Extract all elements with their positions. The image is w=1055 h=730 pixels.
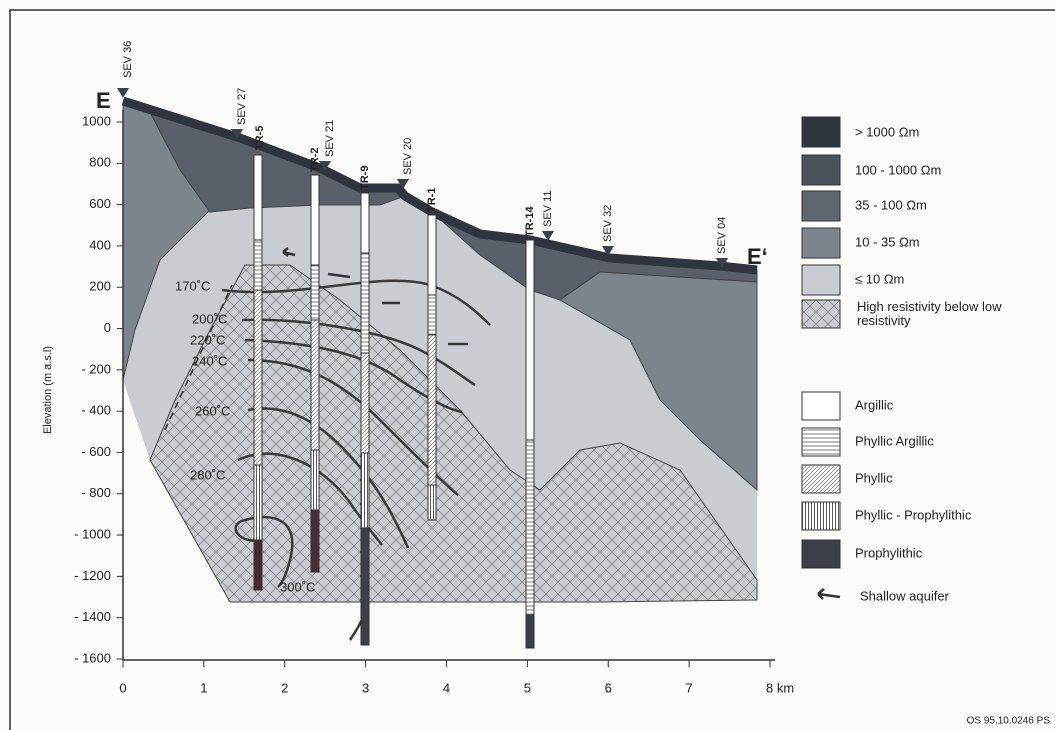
well-label: TR-2 [309,148,321,172]
well-label: TR-1 [426,188,438,212]
y-tick-label: - 200 [81,361,111,376]
x-tick-label: 2 [281,680,288,695]
y-tick-label: - 1600 [74,650,111,665]
legend-label: Phyllic - Prophylithic [855,507,972,522]
legend-label: Prophylithic [855,545,923,560]
isotherm-label: 240˚C [192,353,227,368]
x-tick-label: 6 [605,680,612,695]
y-tick-label: - 600 [81,444,111,459]
isotherm-label: 170˚C [175,278,210,293]
x-tick-label: 0 [119,680,126,695]
sev-label: SEV 32 [602,205,614,242]
legend-label: Phyllic Argillic [855,433,934,448]
x-tick-label: 5 [524,680,531,695]
well-label: TR-9 [359,166,371,190]
profile-start: E [96,88,111,113]
profile-end: E‘ [747,244,768,269]
x-tick-label: 4 [443,680,450,695]
section [123,101,757,602]
legend-swatches [802,117,840,599]
x-tick-label: 3 [362,680,369,695]
y-tick-label: 1000 [82,113,111,128]
sev-label: SEV 20 [402,138,414,175]
x-tick-label: 1 [200,680,207,695]
legend-label: Phyllic [855,470,893,485]
legend-label: 10 - 35 Ωm [855,234,920,249]
legend-label: 100 - 1000 Ωm [855,162,941,177]
y-axis-label: Elevation (m a.s.l) [42,346,54,434]
sev-label: SEV 11 [542,191,554,228]
footer: OS 95.10.0246 PS [967,716,1051,727]
y-tick-label: 800 [89,155,111,170]
x-tick-label: 7 [686,680,693,695]
sev-label: SEV 36 [122,41,134,78]
isotherm-label: 200˚C [192,311,227,326]
cross-section: SEV 36 SEV 27 SEV 21 SEV 20 SEV 11 SEV 3… [0,0,1055,730]
sev-label: SEV 21 [324,120,336,157]
x-tick-label: 8 km [766,680,794,695]
y-tick-label: - 1400 [74,609,111,624]
sev-label: SEV 04 [716,217,728,254]
legend-label: > 1000 Ωm [855,124,919,139]
y-tick-label: - 800 [81,485,111,500]
legend-label: Argillic [855,397,894,412]
y-tick-label: - 1000 [74,527,111,542]
well-label: TR-14 [524,206,536,237]
legend-label: 35 - 100 Ωm [855,197,927,212]
y-tick-label: 400 [89,237,111,252]
y-tick-label: - 1200 [74,568,111,583]
legend-label: ≤ 10 Ωm [855,271,904,286]
isotherm-label: 280˚C [190,467,225,482]
legend-label: High resistivity below low resistivity [857,300,1027,328]
y-tick-label: 200 [89,279,111,294]
well-label: TR-5 [254,126,266,150]
sev-label: SEV 27 [236,88,248,125]
y-tick-label: 600 [89,196,111,211]
isotherm-label: 300˚C [280,579,315,594]
y-tick-label: - 400 [81,403,111,418]
y-tick-label: 0 [104,320,111,335]
legend-label: Shallow aquifer [860,588,950,603]
figure: SEV 36 SEV 27 SEV 21 SEV 20 SEV 11 SEV 3… [0,0,1055,730]
isotherm-label: 260˚C [195,403,230,418]
isotherm-label: 220˚C [190,332,225,347]
